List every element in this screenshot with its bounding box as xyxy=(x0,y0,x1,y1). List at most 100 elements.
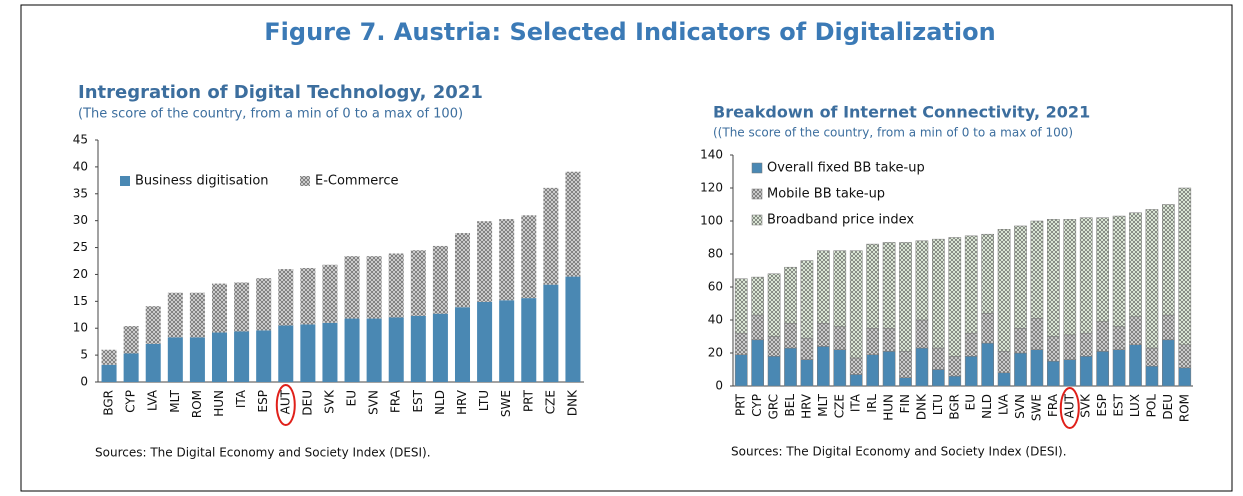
bar-segment xyxy=(1162,204,1175,316)
y-tick-label: 60 xyxy=(708,280,723,294)
bar-segment xyxy=(932,238,945,349)
bar-segment xyxy=(256,278,272,331)
bar-segment xyxy=(866,243,879,329)
x-tick-label: EST xyxy=(411,389,425,412)
x-tick-label: SVK xyxy=(1079,393,1093,418)
y-tick-label: 30 xyxy=(73,213,88,227)
bar-segment xyxy=(1112,349,1126,387)
x-tick-label: SVK xyxy=(322,389,336,414)
bar-segment xyxy=(784,266,797,324)
figure-title: Figure 7. Austria: Selected Indicators o… xyxy=(264,18,995,46)
bar-segment xyxy=(915,319,929,349)
bar-segment xyxy=(521,298,537,382)
bar-segment xyxy=(123,353,139,382)
bar-segment xyxy=(366,256,382,319)
bar-segment xyxy=(1162,339,1175,387)
bar-segment xyxy=(344,256,360,319)
bar-segment xyxy=(145,306,161,344)
x-tick-label: HRV xyxy=(799,393,813,419)
bar-segment xyxy=(767,336,781,357)
bar-segment xyxy=(915,347,929,387)
bar-segment xyxy=(784,323,797,349)
bar-segment xyxy=(800,260,814,339)
bar-segment xyxy=(256,330,272,382)
x-tick-label: ITA xyxy=(849,393,863,412)
bar-segment xyxy=(849,250,863,359)
bar-segment xyxy=(454,233,471,308)
bar-segment xyxy=(1063,334,1077,360)
bar-segment xyxy=(882,328,896,352)
bar-segment xyxy=(410,250,426,316)
x-tick-label: ESP xyxy=(256,390,270,412)
bar-segment xyxy=(751,339,764,387)
bar-segment xyxy=(521,215,537,299)
x-tick-label: DEU xyxy=(1161,394,1175,420)
bar-segment xyxy=(499,300,515,382)
bar-segment xyxy=(948,237,962,357)
frame xyxy=(20,4,1233,492)
x-tick-label: ROM xyxy=(1177,394,1191,422)
bar-segment xyxy=(833,250,847,327)
y-tick-label: 40 xyxy=(73,159,88,173)
chart-subtitle: (The score of the country, from a min of… xyxy=(78,107,463,122)
y-tick-label: 120 xyxy=(700,181,723,195)
bar-segment xyxy=(964,235,978,334)
bar-segment xyxy=(751,276,764,316)
y-tick-label: 100 xyxy=(700,214,723,228)
x-tick-label: NLD xyxy=(980,394,994,419)
y-tick-label: 45 xyxy=(73,133,88,147)
bar-segment xyxy=(1063,359,1077,387)
bar-segment xyxy=(101,349,117,365)
bar-segment xyxy=(899,242,912,352)
x-tick-label: HUN xyxy=(882,394,896,421)
x-tick-label: BGR xyxy=(947,394,961,420)
bar-segment xyxy=(477,221,493,302)
bar-segment xyxy=(800,337,814,360)
bar-segment xyxy=(278,325,294,382)
x-tick-label: CYP xyxy=(124,390,138,413)
y-tick-label: 80 xyxy=(708,247,723,261)
bar-segment xyxy=(1030,318,1044,350)
bar-segment xyxy=(344,318,360,382)
bar-segment xyxy=(817,250,830,324)
legend-label: Broadband price index xyxy=(767,213,914,228)
x-tick-label: LTU xyxy=(477,390,491,411)
bar-segment xyxy=(997,229,1011,352)
x-tick-label: FRA xyxy=(389,389,403,413)
x-tick-label: ESP xyxy=(1095,394,1109,416)
bar-segment xyxy=(882,351,896,387)
bar-segment xyxy=(1145,209,1159,349)
legend-label: Overall fixed BB take-up xyxy=(767,161,925,176)
bar-segment xyxy=(1129,344,1142,387)
legend-swatch xyxy=(300,176,310,186)
bar-segment xyxy=(167,292,183,338)
bar-segment xyxy=(543,187,559,285)
bar-segment xyxy=(1096,321,1109,352)
bar-segment xyxy=(784,347,797,387)
bar-segment xyxy=(734,278,748,334)
x-tick-label: HUN xyxy=(212,390,226,417)
bar-segment xyxy=(817,346,830,387)
bar-segment xyxy=(1178,187,1192,345)
bar-segment xyxy=(948,356,962,377)
legend-label: Business digitisation xyxy=(135,174,269,189)
bar-segment xyxy=(388,253,404,318)
bar-segment xyxy=(1112,215,1126,327)
bar-segment xyxy=(981,342,994,387)
bar-segment xyxy=(432,313,448,382)
x-tick-label: PRT xyxy=(521,389,535,412)
bar-segment xyxy=(1145,347,1159,367)
bar-segment xyxy=(300,267,316,325)
legend-swatch xyxy=(751,214,763,226)
bar-segment xyxy=(1047,336,1060,362)
bar-segment xyxy=(322,264,338,323)
x-tick-label: AUT xyxy=(278,389,292,414)
x-tick-label: HRV xyxy=(455,389,469,415)
bar-segment xyxy=(767,356,781,387)
x-tick-label: FIN xyxy=(898,394,912,413)
bar-segment xyxy=(211,332,228,382)
y-tick-label: 5 xyxy=(80,348,88,362)
bar-segment xyxy=(817,323,830,347)
bar-segment xyxy=(1129,316,1142,346)
